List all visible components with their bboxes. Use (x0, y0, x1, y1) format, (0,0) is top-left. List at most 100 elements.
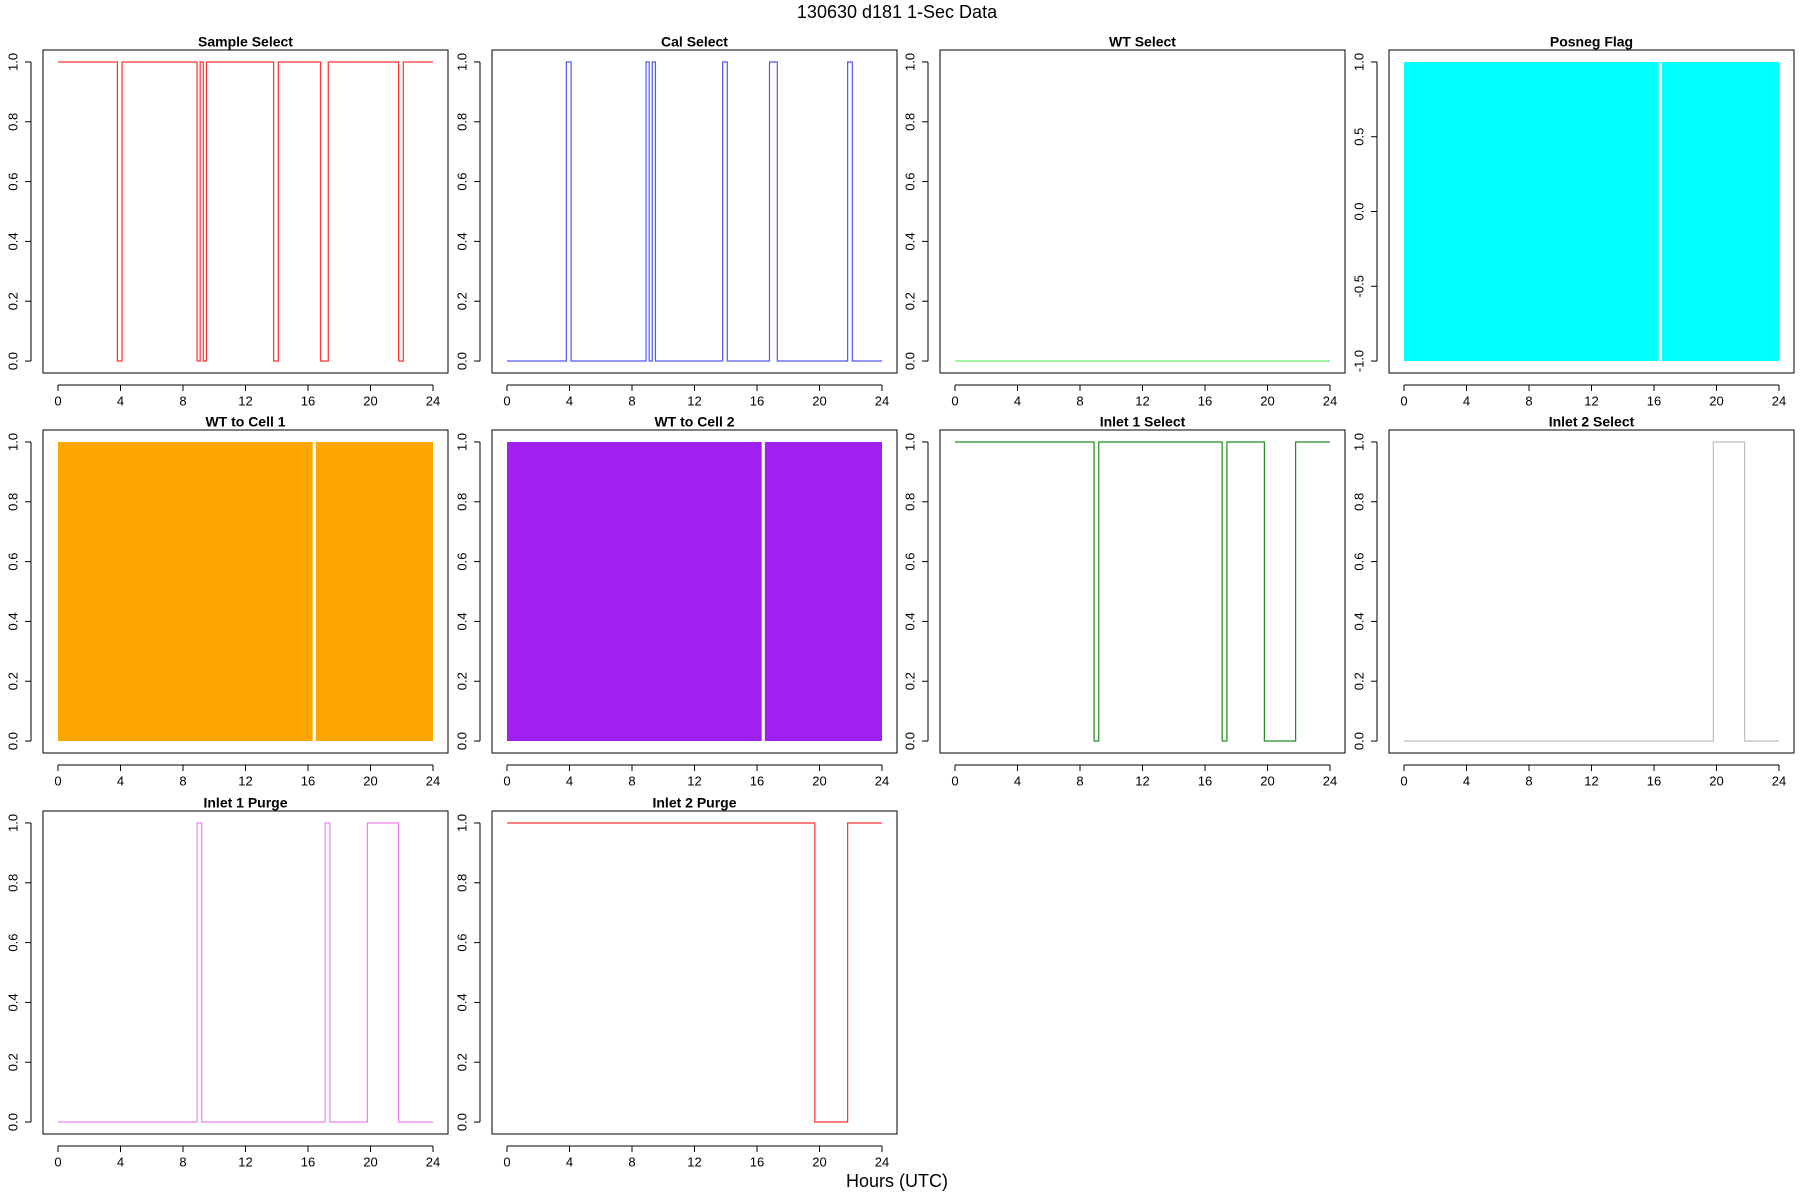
y-tick-label: 0.8 (902, 113, 917, 131)
x-tick-label: 12 (1584, 773, 1598, 788)
x-tick-label: 8 (179, 1154, 186, 1169)
y-tick-label: 0.6 (902, 173, 917, 191)
x-tick-label: 0 (503, 773, 510, 788)
panel: Inlet 2 Select 0 4 8 12 16 20 24 0.0 0.2 0.4 0.6 0.8… (1351, 414, 1795, 788)
x-tick-label: 16 (1647, 393, 1661, 408)
panel: Posneg Flag 0 4 8 12 16 20 24 -1.0 -0.5 0.0 0.5 1.0 (1351, 34, 1795, 408)
plot-box (42, 810, 449, 1135)
y-tick-label: 1.0 (5, 53, 20, 71)
x-tick-label: 20 (1709, 773, 1723, 788)
x-tick-label: 12 (1135, 393, 1149, 408)
filled-band (764, 441, 882, 742)
plot-box (491, 49, 898, 374)
x-tick-label: 4 (1463, 773, 1470, 788)
x-tick-label: 20 (1260, 393, 1274, 408)
x-tick-label: 16 (301, 773, 315, 788)
plot-box (42, 49, 449, 374)
y-tick-label: 0.6 (1351, 553, 1366, 571)
y-tick-label: 0.4 (1351, 612, 1366, 630)
y-tick-label: 0.4 (5, 612, 20, 630)
y-tick-label: 0.8 (5, 874, 20, 892)
y-tick-label: 0.0 (1351, 202, 1366, 220)
plot-box (1388, 49, 1795, 374)
y-tick-label: 0.8 (1351, 493, 1366, 511)
y-tick-label: 0.6 (902, 553, 917, 571)
y-tick-label: 0.5 (1351, 128, 1366, 146)
panel-title: Inlet 2 Select (1549, 414, 1635, 430)
y-tick-label: 1.0 (5, 433, 20, 451)
y-tick-label: 0.6 (5, 934, 20, 952)
x-tick-label: 12 (238, 1154, 252, 1169)
x-tick-label: 24 (1323, 773, 1337, 788)
panel: Cal Select 0 4 8 12 16 20 24 0.0 0.2 0.4 0.6 0.8 1.0 (454, 34, 898, 408)
x-tick-label: 8 (1076, 393, 1083, 408)
x-tick-label: 0 (951, 773, 958, 788)
y-tick-label: 1.0 (1351, 53, 1366, 71)
filled-band (58, 441, 313, 742)
y-tick-label: 0.4 (902, 232, 917, 250)
x-tick-label: 4 (1014, 773, 1021, 788)
plot-box (939, 429, 1346, 754)
x-tick-label: 20 (363, 393, 377, 408)
x-tick-label: 0 (951, 393, 958, 408)
y-tick-label: 0.0 (5, 732, 20, 750)
x-tick-label: 0 (54, 393, 61, 408)
x-tick-label: 8 (1525, 773, 1532, 788)
page-title: 130630 d181 1-Sec Data (797, 2, 998, 22)
x-tick-label: 24 (1772, 393, 1786, 408)
filled-band (315, 441, 433, 742)
panel-title: Cal Select (661, 34, 728, 50)
x-tick-label: 16 (301, 1154, 315, 1169)
y-tick-label: 1.0 (1351, 433, 1366, 451)
panel-title: WT to Cell 2 (654, 414, 734, 430)
panel: Inlet 1 Purge 0 4 8 12 16 20 24 0.0 0.2 0.4 0.6 0.8 1… (5, 795, 449, 1169)
y-tick-label: 0.4 (902, 612, 917, 630)
x-tick-label: 0 (503, 393, 510, 408)
y-tick-label: 0.4 (454, 232, 469, 250)
y-tick-label: 0.0 (5, 352, 20, 370)
step-line (507, 61, 882, 362)
y-tick-label: 0.8 (5, 493, 20, 511)
x-tick-label: 24 (426, 1154, 440, 1169)
x-tick-label: 12 (687, 1154, 701, 1169)
y-tick-label: 1.0 (5, 814, 20, 832)
filled-band (1404, 61, 1659, 362)
panel-title: WT to Cell 1 (205, 414, 285, 430)
x-tick-label: 4 (117, 1154, 124, 1169)
panel: WT to Cell 2 0 4 8 12 16 20 24 0.0 0.2 0.4 0.6 0.8 1.… (454, 414, 898, 788)
x-tick-label: 12 (238, 773, 252, 788)
x-tick-label: 12 (687, 773, 701, 788)
x-tick-label: 8 (1525, 393, 1532, 408)
panel: Sample Select 0 4 8 12 16 20 24 0.0 0.2 0.4 0.6 0.8 1… (5, 34, 449, 408)
y-tick-label: 0.4 (454, 993, 469, 1011)
y-tick-label: 0.2 (902, 292, 917, 310)
panel-title: Posneg Flag (1550, 34, 1633, 50)
x-tick-label: 4 (566, 773, 573, 788)
x-tick-label: 20 (363, 773, 377, 788)
x-tick-label: 24 (875, 1154, 889, 1169)
y-tick-label: 1.0 (902, 433, 917, 451)
plot-box (491, 429, 898, 754)
x-tick-label: 12 (238, 393, 252, 408)
x-tick-label: 0 (1400, 393, 1407, 408)
x-axis-label: Hours (UTC) (846, 1171, 948, 1191)
y-tick-label: 0.8 (5, 113, 20, 131)
x-tick-label: 12 (1584, 393, 1598, 408)
y-tick-label: 0.2 (454, 292, 469, 310)
x-tick-label: 8 (179, 393, 186, 408)
x-tick-label: 20 (1709, 393, 1723, 408)
y-tick-label: 0.0 (5, 1113, 20, 1131)
panel-title: Sample Select (198, 34, 293, 50)
y-tick-label: 0.2 (5, 672, 20, 690)
filled-band (1661, 61, 1779, 362)
panel-title: WT Select (1109, 34, 1176, 50)
x-tick-label: 8 (628, 773, 635, 788)
y-tick-label: 0.0 (902, 732, 917, 750)
y-tick-label: 0.4 (5, 993, 20, 1011)
x-tick-label: 4 (1014, 393, 1021, 408)
x-tick-label: 8 (628, 393, 635, 408)
panel-title: Inlet 1 Purge (203, 795, 287, 811)
plot-box (42, 429, 449, 754)
plot-box (491, 810, 898, 1135)
panel: WT Select 0 4 8 12 16 20 24 0.0 0.2 0.4 0.6 0.8 1.0 (902, 34, 1346, 408)
